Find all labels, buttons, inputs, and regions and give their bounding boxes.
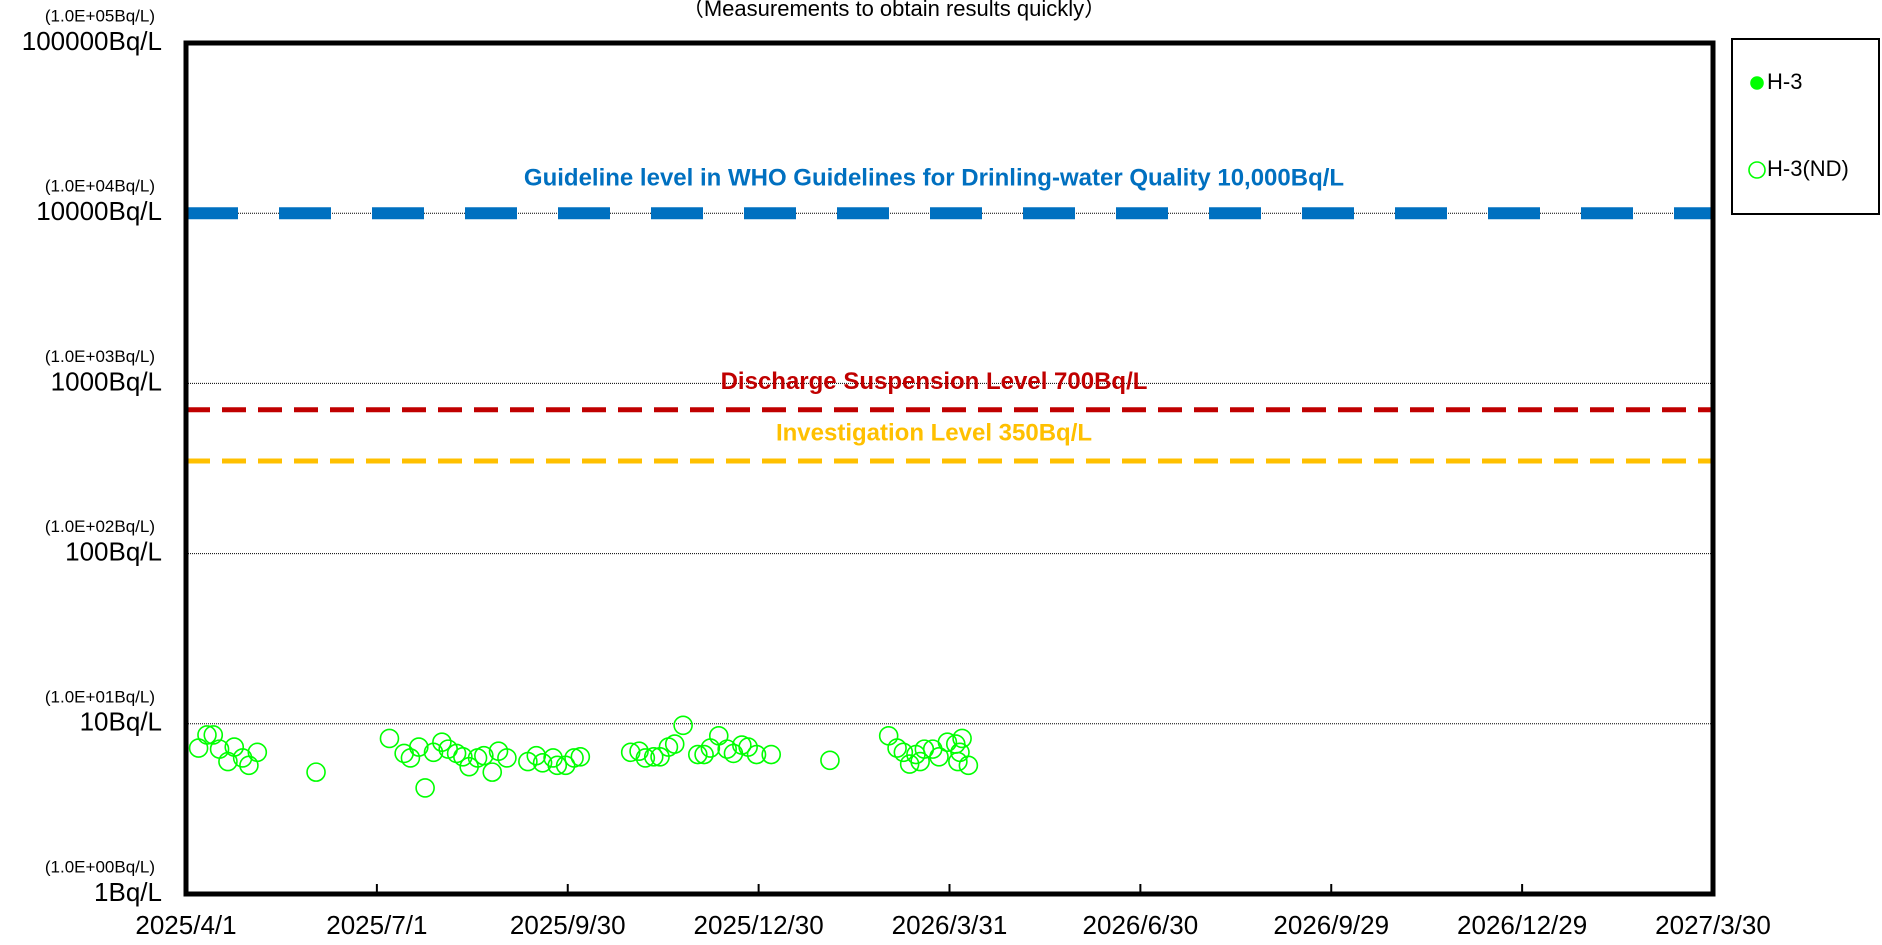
point	[474, 745, 494, 766]
reference-label: Discharge Suspension Level 700Bq/L	[721, 368, 1148, 395]
point	[746, 744, 767, 765]
point	[717, 739, 737, 759]
y-tick-sci-label: (1.0E+01Bq/L)	[45, 687, 155, 706]
x-tick-label: 2025/7/1	[326, 910, 427, 940]
y-tick-label: 10000Bq/L	[36, 196, 162, 226]
x-tick-label: 2027/3/30	[1655, 910, 1771, 940]
point	[306, 762, 326, 782]
legend-marker	[1750, 76, 1764, 90]
point	[958, 755, 979, 776]
point	[929, 746, 949, 767]
point	[629, 741, 649, 762]
plot-frame	[183, 40, 1716, 897]
point	[635, 748, 656, 768]
point	[948, 751, 968, 772]
point	[247, 742, 268, 763]
legend-label: H-3(ND)	[1767, 156, 1849, 181]
y-tick-label: 100Bq/L	[65, 536, 162, 566]
y-tick-label: 10Bq/L	[80, 707, 162, 737]
point	[203, 725, 224, 745]
point	[482, 762, 503, 782]
y-tick-label: 1000Bq/L	[51, 366, 162, 396]
point	[620, 742, 641, 763]
x-tick-label: 2025/4/1	[135, 910, 236, 940]
point	[643, 746, 664, 767]
reference-label: Guideline level in WHO Guidelines for Dr…	[524, 165, 1344, 192]
point	[188, 738, 209, 758]
legend-box	[1731, 38, 1880, 215]
point	[197, 725, 217, 745]
point	[673, 715, 693, 736]
y-tick-label: 1Bq/L	[94, 877, 162, 907]
point	[564, 748, 584, 768]
point	[708, 726, 729, 746]
point	[570, 746, 591, 767]
point	[526, 745, 547, 766]
reference-label: Investigation Level 350Bq/L	[776, 419, 1092, 446]
point	[694, 744, 714, 765]
y-tick-sci-label: (1.0E+00Bq/L)	[45, 857, 155, 876]
chart-subtitle: （Measurements to obtain results quickly）	[682, 0, 1106, 21]
point	[952, 728, 972, 749]
point	[687, 744, 708, 765]
point	[415, 778, 435, 798]
legend-marker	[1748, 161, 1766, 179]
y-tick-label: 100000Bq/L	[22, 26, 162, 56]
y-tick-sci-label: (1.0E+02Bq/L)	[45, 517, 155, 536]
x-tick-label: 2025/12/30	[694, 910, 824, 940]
x-tick-label: 2026/12/29	[1457, 910, 1587, 940]
point	[532, 753, 553, 773]
point	[664, 734, 685, 754]
y-tick-sci-label: (1.0E+05Bq/L)	[45, 6, 155, 25]
x-tick-label: 2026/6/30	[1083, 910, 1199, 940]
point	[937, 732, 958, 752]
point	[761, 744, 782, 765]
point	[453, 746, 473, 767]
y-tick-sci-label: (1.0E+04Bq/L)	[45, 177, 155, 196]
point	[432, 732, 452, 752]
point	[878, 726, 899, 746]
x-tick-label: 2026/9/29	[1273, 910, 1389, 940]
x-tick-label: 2025/9/30	[510, 910, 626, 940]
point	[887, 738, 907, 758]
point	[547, 755, 568, 776]
legend-label: H-3	[1767, 69, 1802, 94]
point	[232, 748, 253, 768]
point	[899, 754, 920, 774]
point	[910, 751, 930, 772]
point	[893, 742, 914, 763]
y-tick-sci-label: (1.0E+03Bq/L)	[45, 347, 155, 366]
point	[820, 750, 840, 771]
x-tick-label: 2026/3/31	[892, 910, 1008, 940]
point	[409, 737, 429, 757]
point	[497, 748, 517, 768]
point	[379, 728, 400, 749]
